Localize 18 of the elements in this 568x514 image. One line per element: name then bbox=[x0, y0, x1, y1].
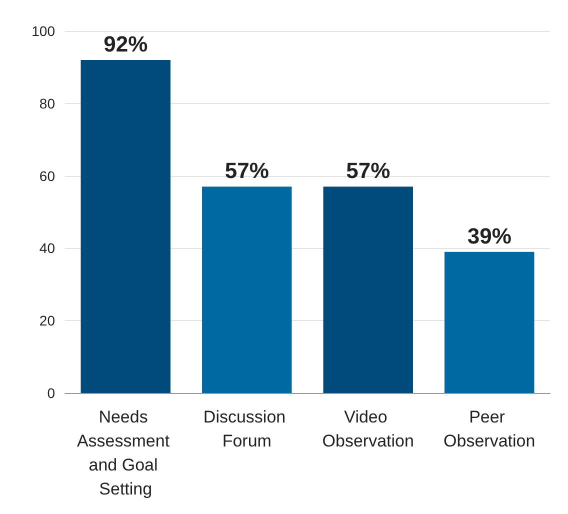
x-tick-label: Needs Assessment and Goal Setting bbox=[76, 408, 174, 498]
y-tick-label: 0 bbox=[47, 385, 56, 401]
data-label: 92% bbox=[104, 31, 148, 56]
y-tick-label: 20 bbox=[39, 312, 56, 329]
y-tick-label: 40 bbox=[39, 240, 56, 256]
x-tick-label: Peer Observation bbox=[444, 408, 536, 450]
bar bbox=[323, 186, 413, 393]
x-tick-label: Video Observation bbox=[322, 408, 414, 450]
bar bbox=[80, 60, 170, 393]
data-label: 57% bbox=[224, 158, 269, 184]
y-tick-label: 100 bbox=[32, 23, 56, 39]
y-tick-label: 80 bbox=[39, 95, 56, 112]
bar bbox=[202, 186, 292, 393]
bar bbox=[444, 252, 534, 393]
x-tick-label: Discussion Forum bbox=[203, 408, 290, 450]
y-tick-label: 60 bbox=[39, 168, 56, 184]
data-label: 57% bbox=[346, 158, 390, 184]
data-label: 39% bbox=[467, 223, 512, 248]
